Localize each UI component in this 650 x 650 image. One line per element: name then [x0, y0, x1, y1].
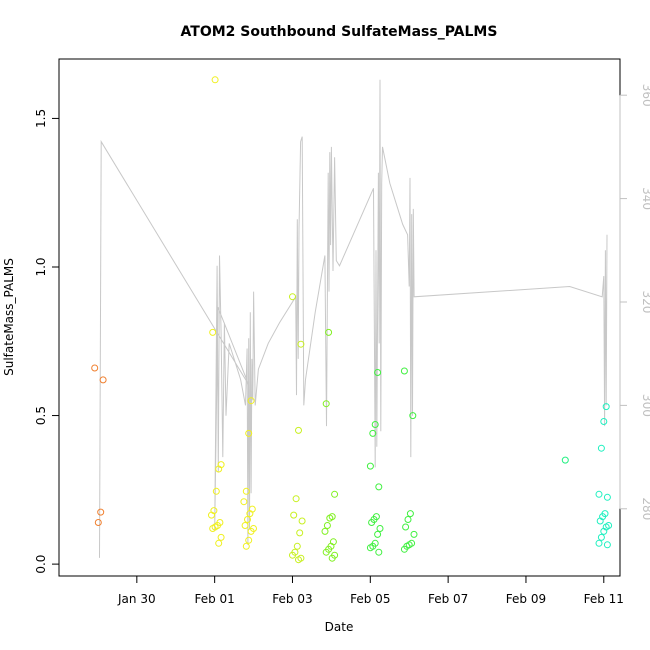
data-point	[600, 527, 608, 535]
x-tick-label: Feb 05	[350, 592, 390, 606]
data-point	[295, 556, 302, 564]
data-point	[241, 522, 249, 529]
data-point	[94, 519, 102, 526]
data-point	[296, 529, 304, 537]
right-y-tick-label: 360	[640, 84, 650, 107]
data-point	[374, 369, 382, 376]
right-y-tick-label: 320	[640, 291, 650, 314]
data-point	[217, 533, 225, 541]
data-point	[215, 465, 223, 473]
data-point	[368, 519, 376, 526]
data-point	[208, 511, 215, 519]
data-point	[289, 551, 296, 559]
data-point	[292, 495, 300, 503]
right-y-axis: 280 300 320 340 360	[619, 84, 650, 520]
y-tick-label: 1.0	[34, 257, 48, 276]
data-point	[600, 418, 608, 425]
data-point	[97, 508, 105, 516]
data-point	[321, 527, 329, 535]
data-point	[400, 367, 408, 375]
data-point	[212, 487, 220, 495]
x-tick-label: Jan 30	[117, 592, 156, 606]
right-y-tick-label: 280	[640, 497, 650, 520]
data-point	[410, 530, 418, 538]
scatter-points-layer	[91, 76, 613, 564]
data-point	[400, 545, 408, 553]
series-line	[99, 79, 608, 558]
data-point	[209, 328, 217, 336]
x-tick-label: Feb 11	[584, 592, 624, 606]
data-point	[597, 533, 605, 541]
data-point	[242, 487, 250, 495]
data-point	[298, 517, 306, 525]
right-y-tick-label: 340	[640, 187, 650, 210]
data-point	[595, 539, 603, 547]
data-point	[375, 483, 383, 491]
x-tick-label: Feb 03	[272, 592, 312, 606]
data-point	[331, 490, 339, 498]
data-point	[366, 544, 374, 552]
data-point	[247, 397, 255, 405]
data-point	[326, 514, 334, 522]
data-point	[369, 429, 377, 437]
data-point	[596, 517, 604, 525]
data-point	[322, 548, 330, 556]
data-point	[322, 400, 330, 408]
data-point	[211, 76, 219, 84]
data-point	[404, 516, 412, 523]
data-point	[244, 516, 251, 523]
data-point	[374, 530, 382, 538]
data-point	[242, 542, 250, 550]
data-point	[99, 376, 107, 384]
data-point	[323, 522, 331, 529]
x-axis-label: Date	[325, 620, 354, 634]
data-point	[290, 511, 298, 519]
data-point	[295, 426, 302, 434]
right-axis-line-layer	[99, 79, 608, 558]
data-point	[561, 456, 569, 464]
x-axis: Jan 30 Feb 01 Feb 03 Feb 05 Feb 07 Feb 09 Feb …	[117, 575, 624, 606]
data-point	[371, 421, 379, 428]
data-point	[366, 462, 374, 470]
data-point	[328, 554, 336, 562]
data-point	[402, 523, 410, 531]
data-point	[603, 493, 611, 501]
data-point	[289, 293, 296, 301]
chart-title: ATOM2 Southbound SulfateMass_PALMS	[181, 24, 498, 40]
plot-frame	[58, 58, 621, 577]
data-point	[597, 444, 605, 452]
data-point	[376, 525, 384, 532]
data-point	[209, 525, 217, 532]
data-point	[375, 548, 383, 556]
data-point	[247, 527, 255, 535]
data-point	[595, 490, 603, 498]
right-y-tick-label: 300	[640, 394, 650, 417]
data-point	[240, 498, 248, 506]
y-tick-label: 0.5	[34, 406, 48, 425]
data-point	[325, 328, 333, 336]
x-tick-label: Feb 01	[194, 592, 234, 606]
data-point	[246, 510, 254, 518]
x-tick-label: Feb 09	[506, 592, 546, 606]
data-point	[409, 412, 417, 420]
y-tick-label: 0.0	[34, 555, 48, 574]
data-point	[297, 340, 305, 348]
x-tick-label: Feb 07	[428, 592, 468, 606]
data-point	[293, 542, 301, 550]
data-point	[406, 510, 414, 518]
y-tick-label: 1.5	[34, 109, 48, 128]
data-point	[603, 541, 611, 549]
data-point	[245, 429, 253, 437]
y-axis-label: SulfateMass_PALMS	[2, 258, 16, 376]
y-axis: 0.0 0.5 1.0 1.5	[34, 109, 60, 574]
data-point	[215, 539, 223, 547]
data-point	[91, 364, 99, 372]
data-point	[602, 403, 610, 411]
data-point	[245, 536, 253, 544]
